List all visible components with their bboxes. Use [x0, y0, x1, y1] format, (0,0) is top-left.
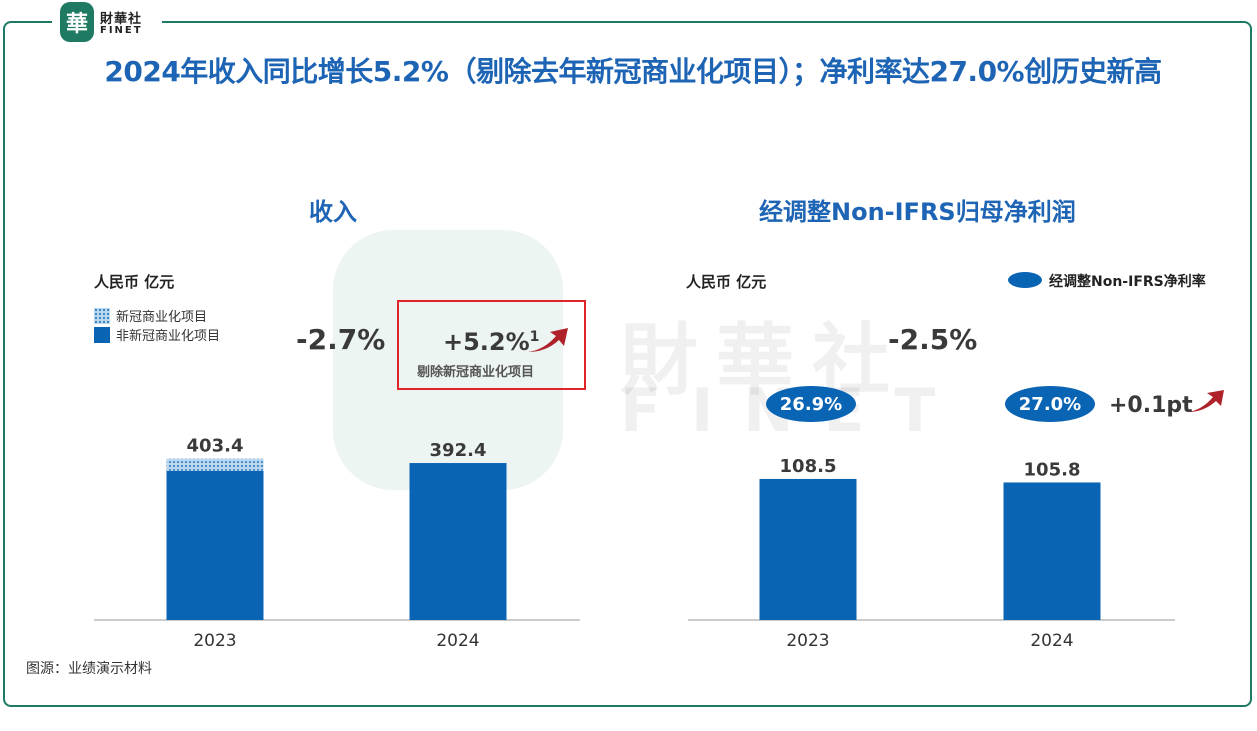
x-tick-label-revenue-2023: 2023 [193, 631, 236, 651]
revenue-chart-title: 收入 [309, 198, 357, 226]
data-label-profit-2023: 108.5 [780, 456, 837, 477]
x-tick-label-profit-2024: 2024 [1030, 631, 1073, 651]
legend-item-non-covid: 非新冠商业化项目 [94, 325, 220, 344]
legend-label-covid: 新冠商业化项目 [116, 310, 208, 325]
profit-chart-title: 经调整Non-IFRS归母净利润 [759, 198, 1076, 226]
up-arrow-icon [528, 328, 568, 352]
watermark-cn: 財華社 [620, 316, 909, 406]
highlight-value: +5.2%1 [443, 328, 539, 356]
bar-profit-2023 [759, 478, 857, 620]
logo-en-text: FINET [100, 25, 143, 36]
up-arrow-icon-margin [1188, 390, 1224, 412]
revenue-change-label: -2.7% [296, 323, 386, 356]
data-label-2023: 403.4 [187, 436, 244, 457]
highlight-footnote: 1 [529, 329, 540, 345]
finet-logo: 華 財華社 FINET [52, 0, 162, 44]
revenue-unit-label: 人民币 亿元 [94, 273, 175, 291]
margin-oval-2023: 26.9% [766, 386, 856, 422]
bar-non-covid-2024 [409, 463, 507, 620]
x-tick-label-revenue-2024: 2024 [436, 631, 479, 651]
legend-label-margin: 经调整Non-IFRS净利率 [1049, 274, 1206, 290]
margin-oval-2024: 27.0% [1005, 386, 1095, 422]
profit-change-label: -2.5% [888, 323, 978, 356]
legend-oval-icon [1008, 272, 1042, 288]
page-title: 2024年收入同比增长5.2%（剔除去年新冠商业化项目）；净利率达27.0%创历… [104, 55, 1162, 88]
highlight-subtitle: 剔除新冠商业化项目 [417, 365, 535, 380]
legend-item-covid: 新冠商业化项目 [94, 306, 207, 325]
legend-label-non-covid: 非新冠商业化项目 [116, 329, 221, 344]
card-frame [3, 21, 1252, 707]
source-note: 图源：业绩演示材料 [26, 661, 152, 677]
highlight-value-text: +5.2% [443, 328, 530, 356]
logo-cn-text: 財華社 [100, 12, 143, 27]
legend-swatch-non-covid [94, 326, 110, 343]
profit-unit-label: 人民币 亿元 [686, 273, 767, 291]
bar-profit-2024 [1003, 482, 1101, 620]
bar-covid-2023 [166, 458, 264, 471]
x-tick-label-profit-2023: 2023 [786, 631, 829, 651]
legend-swatch-covid [94, 307, 110, 324]
margin-change-label: +0.1pt [1109, 393, 1193, 418]
watermark-seal [333, 230, 563, 490]
highlight-box: +5.2%1 剔除新冠商业化项目 [397, 300, 586, 390]
data-label-profit-2024: 105.8 [1024, 459, 1081, 480]
bar-non-covid-2023 [166, 470, 264, 620]
data-label-2024: 392.4 [430, 440, 487, 461]
logo-seal-icon: 華 [60, 2, 94, 42]
